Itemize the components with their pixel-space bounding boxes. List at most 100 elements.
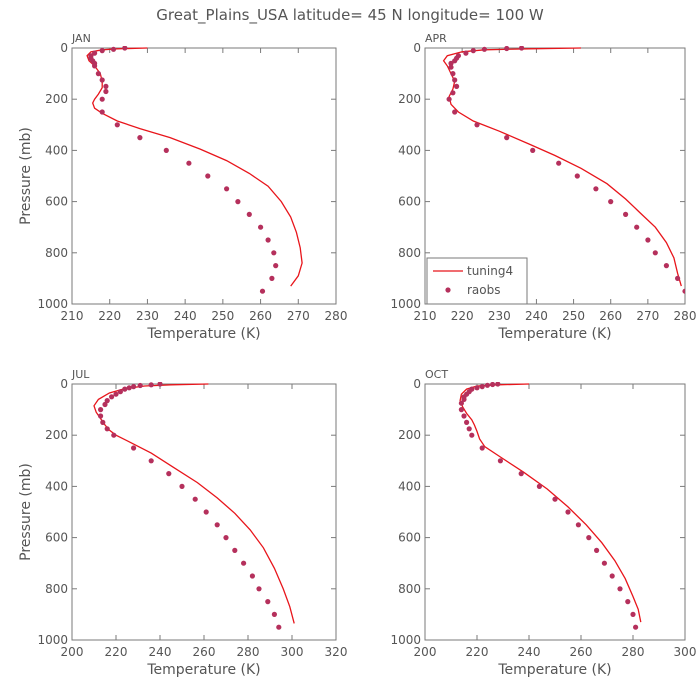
obs-point xyxy=(111,432,117,438)
obs-point xyxy=(122,46,128,51)
x-axis-label: Temperature (K) xyxy=(497,326,611,342)
obs-point xyxy=(609,573,615,579)
model-line xyxy=(93,383,295,624)
obs-point xyxy=(271,250,277,256)
y-tick-label: 200 xyxy=(45,428,68,442)
x-tick-label: 280 xyxy=(622,645,645,659)
obs-point xyxy=(556,160,562,166)
obs-point xyxy=(504,135,510,141)
x-tick-label: 200 xyxy=(414,645,437,659)
obs-point xyxy=(463,50,469,56)
x-tick-label: 200 xyxy=(61,645,84,659)
obs-point xyxy=(114,122,120,128)
y-tick-label: 1000 xyxy=(37,633,68,647)
obs-point xyxy=(574,173,580,179)
y-tick-label: 0 xyxy=(413,377,421,391)
obs-point xyxy=(103,83,109,89)
obs-point xyxy=(536,483,543,489)
y-tick-label: 600 xyxy=(45,195,68,209)
obs-point xyxy=(166,471,172,477)
obs-point xyxy=(623,211,629,217)
x-tick-label: 260 xyxy=(249,309,272,323)
obs-point xyxy=(122,386,128,392)
panels: JAN 210 220 230 240 250 260 270 280 0 200 400 600 800… xyxy=(18,32,696,678)
obs-point xyxy=(92,50,98,56)
obs-point xyxy=(458,407,464,413)
x-tick-label: 250 xyxy=(562,309,585,323)
obs-point xyxy=(490,382,496,388)
obs-point xyxy=(131,445,137,451)
obs-point xyxy=(163,147,169,153)
obs-point xyxy=(276,624,282,630)
obs-point xyxy=(452,77,458,83)
obs-point xyxy=(452,109,458,115)
data-layer xyxy=(458,382,642,630)
panel-label: OCT xyxy=(425,368,448,381)
obs-point xyxy=(265,237,271,243)
obs-point xyxy=(99,48,105,54)
panel-label: JAN xyxy=(71,32,91,45)
panel-jul: JUL 200 220 240 260 280 300 320 0 200 400 600 800 100… xyxy=(18,368,347,678)
legend-marker-swatch xyxy=(445,287,451,293)
obs-point xyxy=(479,384,485,390)
obs-point xyxy=(450,71,456,77)
obs-point xyxy=(102,401,108,408)
plot-frame xyxy=(424,383,686,641)
obs-point xyxy=(269,275,275,281)
y-axis-label: Pressure (mb) xyxy=(18,127,34,225)
x-tick-label: 280 xyxy=(237,645,260,659)
obs-point xyxy=(461,413,467,419)
obs-point xyxy=(110,46,117,52)
obs-point xyxy=(601,560,608,566)
obs-point xyxy=(452,58,458,64)
obs-point xyxy=(92,63,98,69)
obs-point xyxy=(241,560,247,566)
y-tick-label: 600 xyxy=(398,195,421,209)
plot-frame xyxy=(71,47,337,305)
x-tick-label: 300 xyxy=(674,645,697,659)
obs-point xyxy=(104,398,110,404)
x-tick-label: 260 xyxy=(193,645,216,659)
panel-label: APR xyxy=(425,32,447,45)
y-tick-label: 600 xyxy=(398,531,421,545)
x-tick-label: 240 xyxy=(525,309,548,323)
obs-point xyxy=(652,250,658,256)
obs-point xyxy=(95,71,101,77)
obs-point xyxy=(497,458,503,464)
y-tick-label: 400 xyxy=(398,479,421,493)
obs-point xyxy=(256,586,262,592)
y-tick-label: 200 xyxy=(45,92,68,106)
data-layer xyxy=(442,46,685,294)
y-tick-label: 0 xyxy=(60,377,68,391)
y-tick-label: 800 xyxy=(45,246,68,260)
y-tick-label: 1000 xyxy=(37,297,68,311)
obs-point xyxy=(104,426,110,432)
x-tick-label: 320 xyxy=(325,645,348,659)
obs-point xyxy=(474,385,480,391)
obs-point xyxy=(469,432,475,438)
obs-point xyxy=(484,382,490,388)
obs-point xyxy=(470,48,476,54)
obs-point xyxy=(454,83,460,89)
obs-point xyxy=(273,263,279,269)
x-tick-label: 270 xyxy=(287,309,310,323)
obs-point xyxy=(259,288,266,294)
x-tick-label: 210 xyxy=(414,309,437,323)
obs-point xyxy=(630,611,636,618)
x-tick-label: 280 xyxy=(325,309,348,323)
obs-point xyxy=(249,573,255,579)
legend-obs-label: raobs xyxy=(467,283,501,297)
obs-point xyxy=(474,122,480,128)
obs-point xyxy=(99,96,105,102)
obs-point xyxy=(271,611,277,618)
x-tick-label: 300 xyxy=(281,645,304,659)
y-tick-label: 0 xyxy=(413,41,421,55)
x-tick-label: 210 xyxy=(61,309,84,323)
panel-jan: JAN 210 220 230 240 250 260 270 280 0 200 400 600 800… xyxy=(18,32,347,342)
obs-point xyxy=(448,60,454,66)
obs-point xyxy=(481,46,487,52)
obs-point xyxy=(593,186,599,192)
obs-point xyxy=(148,382,154,388)
obs-point xyxy=(113,391,119,397)
